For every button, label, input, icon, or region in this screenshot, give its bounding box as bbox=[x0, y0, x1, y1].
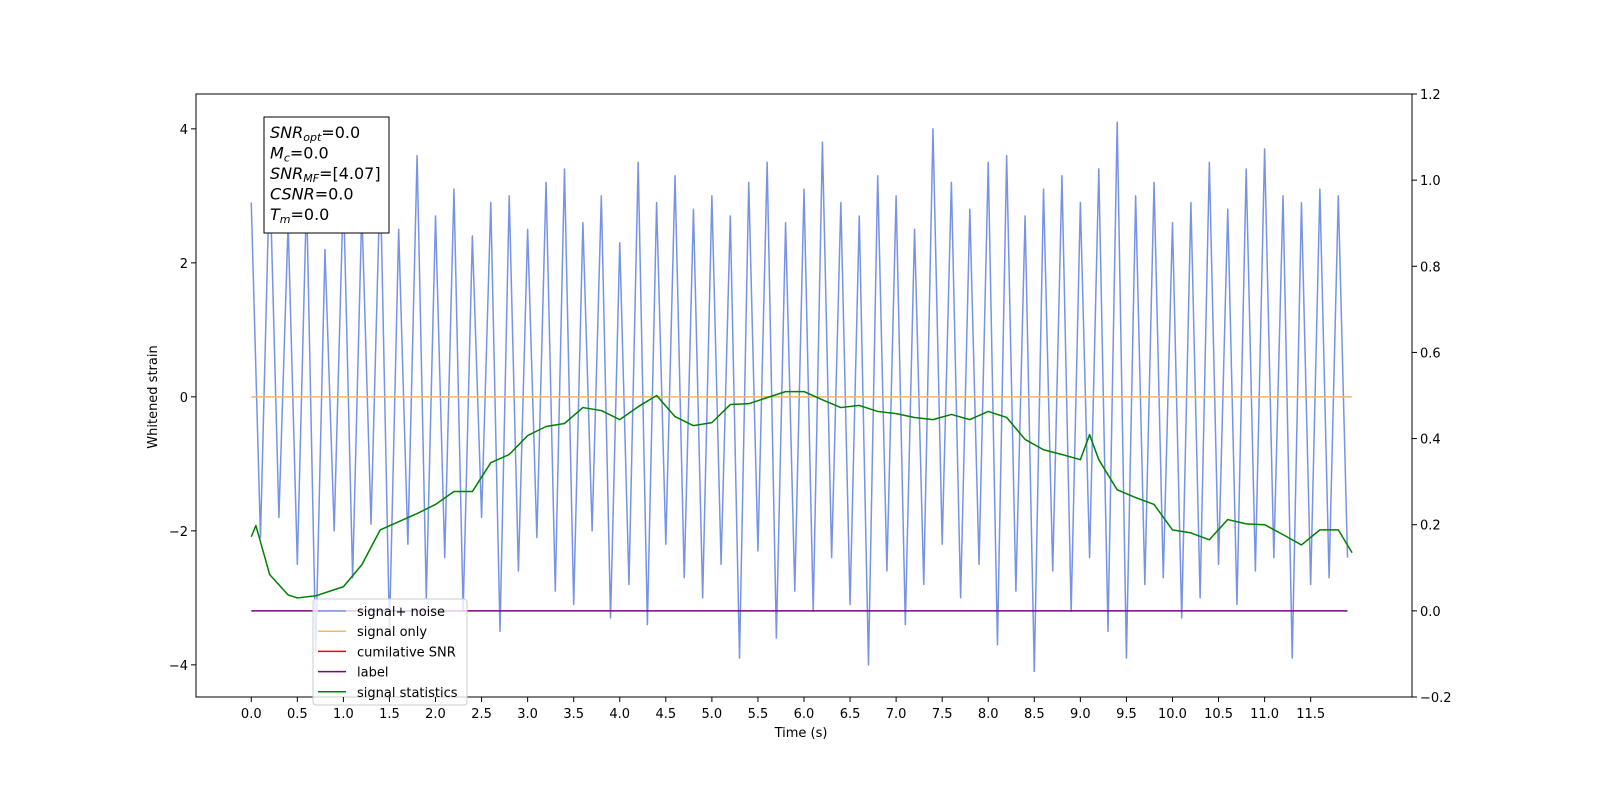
y-tick-label: 2 bbox=[180, 257, 188, 272]
y-tick-label: 4 bbox=[180, 123, 188, 138]
annotation-value: =0.0 bbox=[315, 185, 354, 204]
x-tick-label: 1.5 bbox=[379, 707, 400, 722]
x-tick-label: 5.0 bbox=[702, 707, 723, 722]
annotation-symbol: M bbox=[270, 144, 284, 163]
legend-label: label bbox=[357, 666, 388, 681]
x-tick-label: 1.0 bbox=[333, 707, 354, 722]
x-tick-label: 9.5 bbox=[1116, 707, 1137, 722]
annotation-value: =[4.07] bbox=[319, 164, 381, 183]
x-tick-label: 8.5 bbox=[1024, 707, 1045, 722]
legend-label: signal only bbox=[357, 625, 427, 640]
y2-tick-label: 1.0 bbox=[1420, 174, 1441, 189]
y-tick-label: 0 bbox=[180, 391, 188, 406]
annotation-subscript: c bbox=[284, 152, 290, 165]
y2-tick-label: 0.8 bbox=[1420, 260, 1441, 275]
y-axis-label: Whitened strain bbox=[146, 345, 161, 448]
annotation-line: Mc=0.0 bbox=[270, 144, 329, 165]
x-tick-label: 10.5 bbox=[1204, 707, 1233, 722]
annotation-line: SNRopt=0.0 bbox=[270, 123, 360, 144]
annotation-frame bbox=[263, 116, 390, 234]
legend-label: signal+ noise bbox=[357, 605, 445, 620]
legend-frame bbox=[312, 598, 468, 706]
annotation-value: =0.0 bbox=[290, 144, 329, 163]
x-tick-label: 4.0 bbox=[609, 707, 630, 722]
annotation-subscript: opt bbox=[303, 131, 322, 144]
x-tick-label: 4.5 bbox=[655, 707, 676, 722]
annotation-symbol: CSNR bbox=[270, 185, 315, 204]
x-tick-label: 10.0 bbox=[1158, 707, 1187, 722]
annotation-line: Tm=0.0 bbox=[270, 205, 329, 226]
x-tick-label: 6.0 bbox=[794, 707, 815, 722]
x-tick-label: 9.0 bbox=[1070, 707, 1091, 722]
x-tick-label: 8.0 bbox=[978, 707, 999, 722]
annotation-value: =0.0 bbox=[321, 123, 360, 142]
y2-tick-label: 0.4 bbox=[1420, 433, 1441, 448]
x-tick-label: 11.0 bbox=[1250, 707, 1279, 722]
y2-tick-label: 1.2 bbox=[1420, 88, 1441, 103]
y2-tick-label: −0.2 bbox=[1420, 691, 1452, 706]
y-tick-label: −4 bbox=[169, 659, 188, 674]
y2-tick-label: 0.2 bbox=[1420, 519, 1441, 534]
y-tick-label: −2 bbox=[169, 525, 188, 540]
x-tick-label: 7.5 bbox=[932, 707, 953, 722]
annotation-subscript: m bbox=[280, 213, 291, 226]
x-tick-label: 7.0 bbox=[886, 707, 907, 722]
x-tick-label: 3.5 bbox=[563, 707, 584, 722]
annotation-line: CSNR=0.0 bbox=[270, 185, 354, 204]
annotation-symbol: SNR bbox=[270, 123, 303, 142]
x-tick-label: 2.5 bbox=[471, 707, 492, 722]
annotation-subscript: MF bbox=[303, 172, 319, 185]
x-tick-label: 3.0 bbox=[517, 707, 538, 722]
x-axis-label: Time (s) bbox=[774, 726, 828, 741]
x-tick-label: 5.5 bbox=[748, 707, 769, 722]
x-tick-label: 6.5 bbox=[840, 707, 861, 722]
y2-tick-label: 0.0 bbox=[1420, 605, 1441, 620]
series-line bbox=[250, 390, 1353, 599]
x-tick-label: 0.0 bbox=[241, 707, 262, 722]
x-tick-label: 0.5 bbox=[287, 707, 308, 722]
annotation-symbol: SNR bbox=[270, 164, 303, 183]
legend-label: cumilative SNR bbox=[357, 645, 456, 660]
legend-label: signal statistics bbox=[357, 686, 458, 701]
annotation-symbol: T bbox=[270, 205, 281, 224]
legend: signal+ noise signal only cumilative SNR la… bbox=[312, 598, 468, 706]
y2-tick-label: 0.6 bbox=[1420, 346, 1441, 361]
annotation-box: SNRopt=0.0Mc=0.0SNRMF=[4.07]CSNR=0.0Tm=0… bbox=[263, 116, 390, 234]
annotation-value: =0.0 bbox=[291, 205, 330, 224]
x-tick-label: 2.0 bbox=[425, 707, 446, 722]
annotation-line: SNRMF=[4.07] bbox=[270, 164, 381, 185]
x-tick-label: 11.5 bbox=[1296, 707, 1325, 722]
